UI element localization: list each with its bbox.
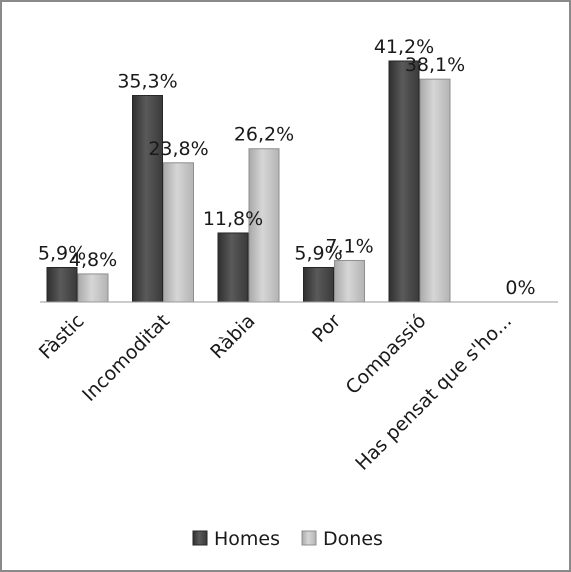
data-label-dones-1: 23,8% (148, 138, 208, 160)
category-label-4: Compassió (342, 310, 431, 399)
data-label-dones-2: 26,2% (234, 124, 294, 146)
bar-dones-4 (420, 79, 450, 302)
bar-dones-3 (335, 260, 365, 302)
bar-dones-1 (164, 163, 194, 302)
data-label-dones-4: 38,1% (405, 54, 465, 76)
bar-homes-2 (218, 233, 248, 302)
data-label-dones-3: 7,1% (325, 235, 373, 257)
legend-label-dones: Dones (323, 528, 383, 550)
data-label-homes-1: 35,3% (117, 71, 177, 93)
legend-swatch-homes (193, 531, 207, 545)
bar-homes-1 (133, 96, 163, 302)
bar-homes-3 (304, 267, 334, 302)
bar-dones-0 (78, 274, 108, 302)
legend: Homes Dones (193, 528, 383, 550)
data-label-homes-2: 11,8% (203, 208, 263, 230)
legend-swatch-dones (302, 531, 316, 545)
category-label-3: Por (308, 310, 345, 347)
data-label-dones-0: 4,8% (69, 249, 117, 271)
legend-label-homes: Homes (214, 528, 280, 550)
category-label-5: Has pensat que s'ho... (351, 310, 516, 475)
data-label-dones-5: 0% (505, 277, 535, 299)
bar-homes-4 (389, 61, 419, 302)
data-labels-layer: 5,9%4,8%35,3%23,8%11,8%26,2%5,9%7,1%41,2… (38, 36, 536, 299)
category-label-1: Incomoditat (78, 310, 174, 406)
category-label-0: Fàstic (35, 310, 89, 364)
bar-homes-0 (47, 267, 77, 302)
category-label-2: Ràbia (206, 310, 259, 363)
